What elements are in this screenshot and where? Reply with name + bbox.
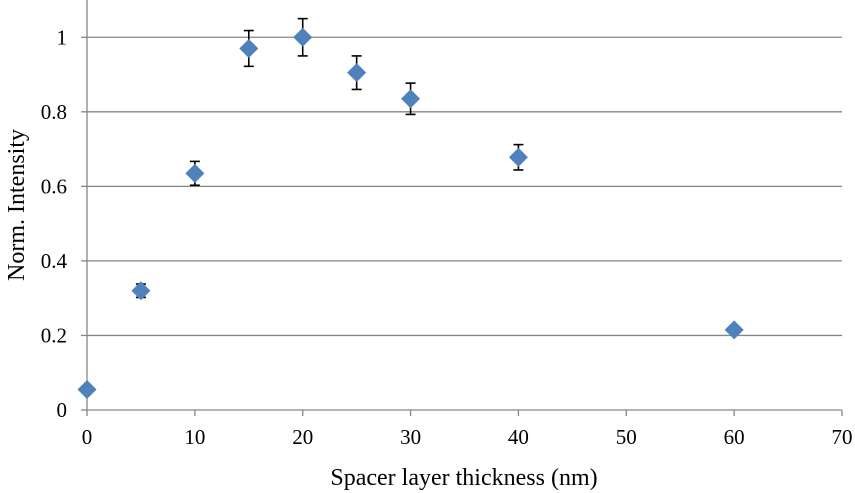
x-tick-label-5: 50 [616, 425, 637, 449]
error-bars [135, 17, 524, 299]
data-point-4 [293, 27, 313, 47]
x-tick-label-6: 60 [724, 425, 745, 449]
data-points [77, 27, 744, 399]
y-tick-label-2: 0.4 [41, 249, 68, 273]
x-tick-label-0: 0 [82, 425, 93, 449]
x-tick-label-4: 40 [508, 425, 529, 449]
y-tick-label-5: 1 [57, 25, 68, 49]
tick-labels: 0 10 20 30 40 50 60 70 0 0.2 0.4 0.6 0.8 1 [41, 25, 853, 449]
data-point-6 [401, 89, 421, 109]
grid-lines [87, 36, 842, 337]
data-point-7 [508, 147, 528, 167]
x-tick-label-1: 10 [184, 425, 205, 449]
data-point-3 [239, 38, 259, 58]
y-tick-label-1: 0.2 [41, 323, 67, 347]
x-tick-label-7: 70 [832, 425, 853, 449]
x-tick-label-3: 30 [400, 425, 421, 449]
x-axis-title: Spacer layer thickness (nm) [330, 465, 597, 491]
axes [81, 0, 843, 416]
x-tick-label-2: 20 [292, 425, 313, 449]
data-point-1 [131, 281, 151, 301]
data-point-0 [77, 380, 97, 399]
y-tick-label-4: 0.8 [41, 100, 67, 124]
data-point-5 [347, 63, 367, 83]
data-point-8 [724, 320, 744, 340]
y-tick-label-3: 0.6 [41, 174, 67, 198]
y-tick-label-0: 0 [57, 398, 68, 422]
y-axis-title: Norm. Intensity [4, 129, 30, 281]
data-point-2 [185, 163, 205, 183]
